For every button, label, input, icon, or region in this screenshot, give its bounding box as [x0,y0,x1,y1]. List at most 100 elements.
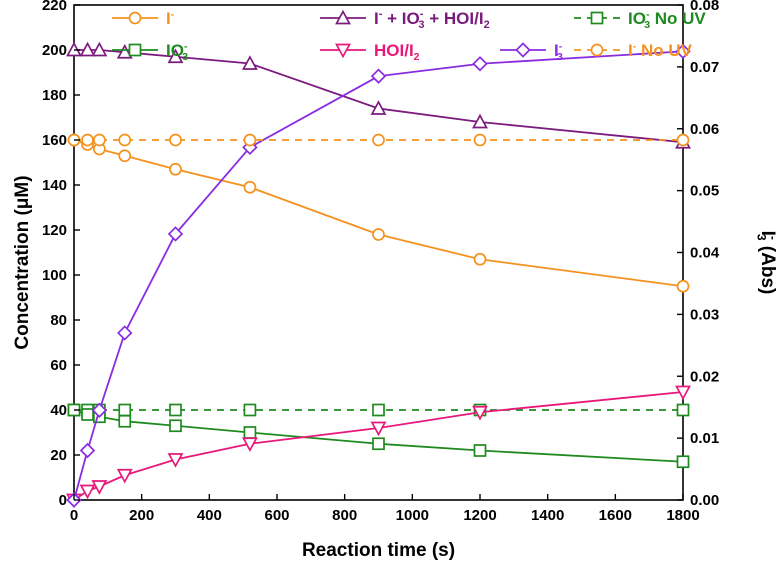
series-iodide-nouv [67,133,690,147]
y2-tick-label: 0.00 [690,492,719,509]
series-total [66,41,691,149]
legend-label: IO-3​ No UV [628,9,706,32]
legend-label: I-​ No UV [628,41,693,60]
legend-item-iodate: IO-3​ [112,41,188,64]
legend-label: I- + IO-3 + HOI/I2 [374,8,490,31]
data-point [118,149,132,163]
data-point [676,455,690,469]
data-point [91,402,108,418]
data-point [473,133,487,147]
data-point [675,43,691,60]
data-point [118,414,132,428]
data-point [472,405,488,421]
y2-tick-label: 0.03 [690,306,719,323]
legend-marker [590,11,604,25]
y2-tick-label: 0.06 [690,121,719,138]
y-tick-label: 40 [50,402,67,419]
data-point [169,403,182,417]
data-point [79,442,96,459]
y-tick-label: 20 [50,447,67,464]
data-point [118,403,132,417]
x-tick-label: 0 [70,507,78,524]
data-point [167,226,184,242]
data-point [676,133,690,147]
legend: I-​ I- + IO-3 + HOI/I2 IO-3​ No UV IO-3​ HOI… [112,8,706,63]
legend-marker [128,11,142,25]
data-point [91,41,108,57]
data-point [676,279,690,293]
y2-axis-title: I-3​ (Abs) [754,231,779,295]
data-point [243,403,257,417]
data-point [472,113,488,129]
data-point [167,453,184,468]
y2-tick-label: 0.05 [690,183,719,200]
y-axis-title: Concentration (μM) [12,175,33,349]
series-iodate-nouv [67,403,690,417]
x-tick-label: 600 [264,507,289,524]
legend-item-total: I- + IO-3 + HOI/I2 [320,8,490,31]
data-point [169,419,182,433]
data-point [117,325,133,341]
data-point [91,480,108,495]
data-point [472,56,488,72]
y-tick-label: 100 [42,267,67,284]
legend-label: HOI/I2​ [374,41,420,63]
data-point [370,100,387,115]
x-tick-label: 1600 [599,507,632,524]
data-point [81,408,94,421]
data-point [243,133,257,147]
data-point [169,133,182,147]
axes-layer: 0 200 400 600 800 1000 1200 1400 1600 1800 0 20 40 60… [42,0,720,524]
data-point [473,444,487,457]
y-tick-label: 120 [42,222,67,239]
data-point [116,468,133,484]
data-point [242,437,258,453]
legend-item-iodide: I-​ [112,9,175,28]
data-point [169,162,182,176]
y-tick-label: 80 [50,312,67,329]
series-line-iodide [73,139,684,288]
legend-label: IO-3​ [166,41,188,64]
data-point [675,385,691,401]
y-tick-label: 220 [42,0,67,14]
data-point [372,403,385,417]
data-point [242,55,258,70]
data-point [167,48,184,64]
x-tick-label: 1800 [666,507,699,524]
data-point [93,133,106,147]
data-point [116,43,133,59]
data-point [243,426,257,439]
x-tick-label: 800 [332,507,357,524]
y2-tick-label: 0.08 [690,0,719,14]
y-tick-label: 180 [42,87,67,104]
series-layer [66,41,691,509]
legend-marker [335,9,351,25]
data-point [118,133,132,147]
y-tick-label: 200 [42,42,67,59]
data-point [473,252,487,266]
x-tick-label: 200 [129,507,154,524]
y2-tick-label: 0.02 [690,368,719,385]
series-iodide [67,133,690,293]
x-tick-label: 1400 [531,507,564,524]
legend-marker [590,43,604,57]
legend-item-hoi: HOI/I2​ [320,41,420,63]
x-tick-label: 1000 [396,507,429,524]
data-point [372,437,385,451]
y2-tick-label: 0.04 [690,245,720,262]
data-point [79,41,96,57]
data-point [79,484,96,500]
y-tick-label: 60 [50,357,67,374]
y-tick-label: 160 [42,132,67,149]
legend-item-iodide-nouv: I-​ No UV [574,41,693,60]
legend-marker [128,43,142,57]
y2-tick-label: 0.01 [690,430,719,447]
data-point [81,133,94,147]
data-point [372,228,385,241]
y-tick-label: 140 [42,177,67,194]
legend-marker [335,43,351,59]
y2-tick-label: 0.07 [690,59,719,76]
legend-item-iodate-nouv: IO-3​ No UV [574,9,706,32]
data-point [372,133,385,147]
